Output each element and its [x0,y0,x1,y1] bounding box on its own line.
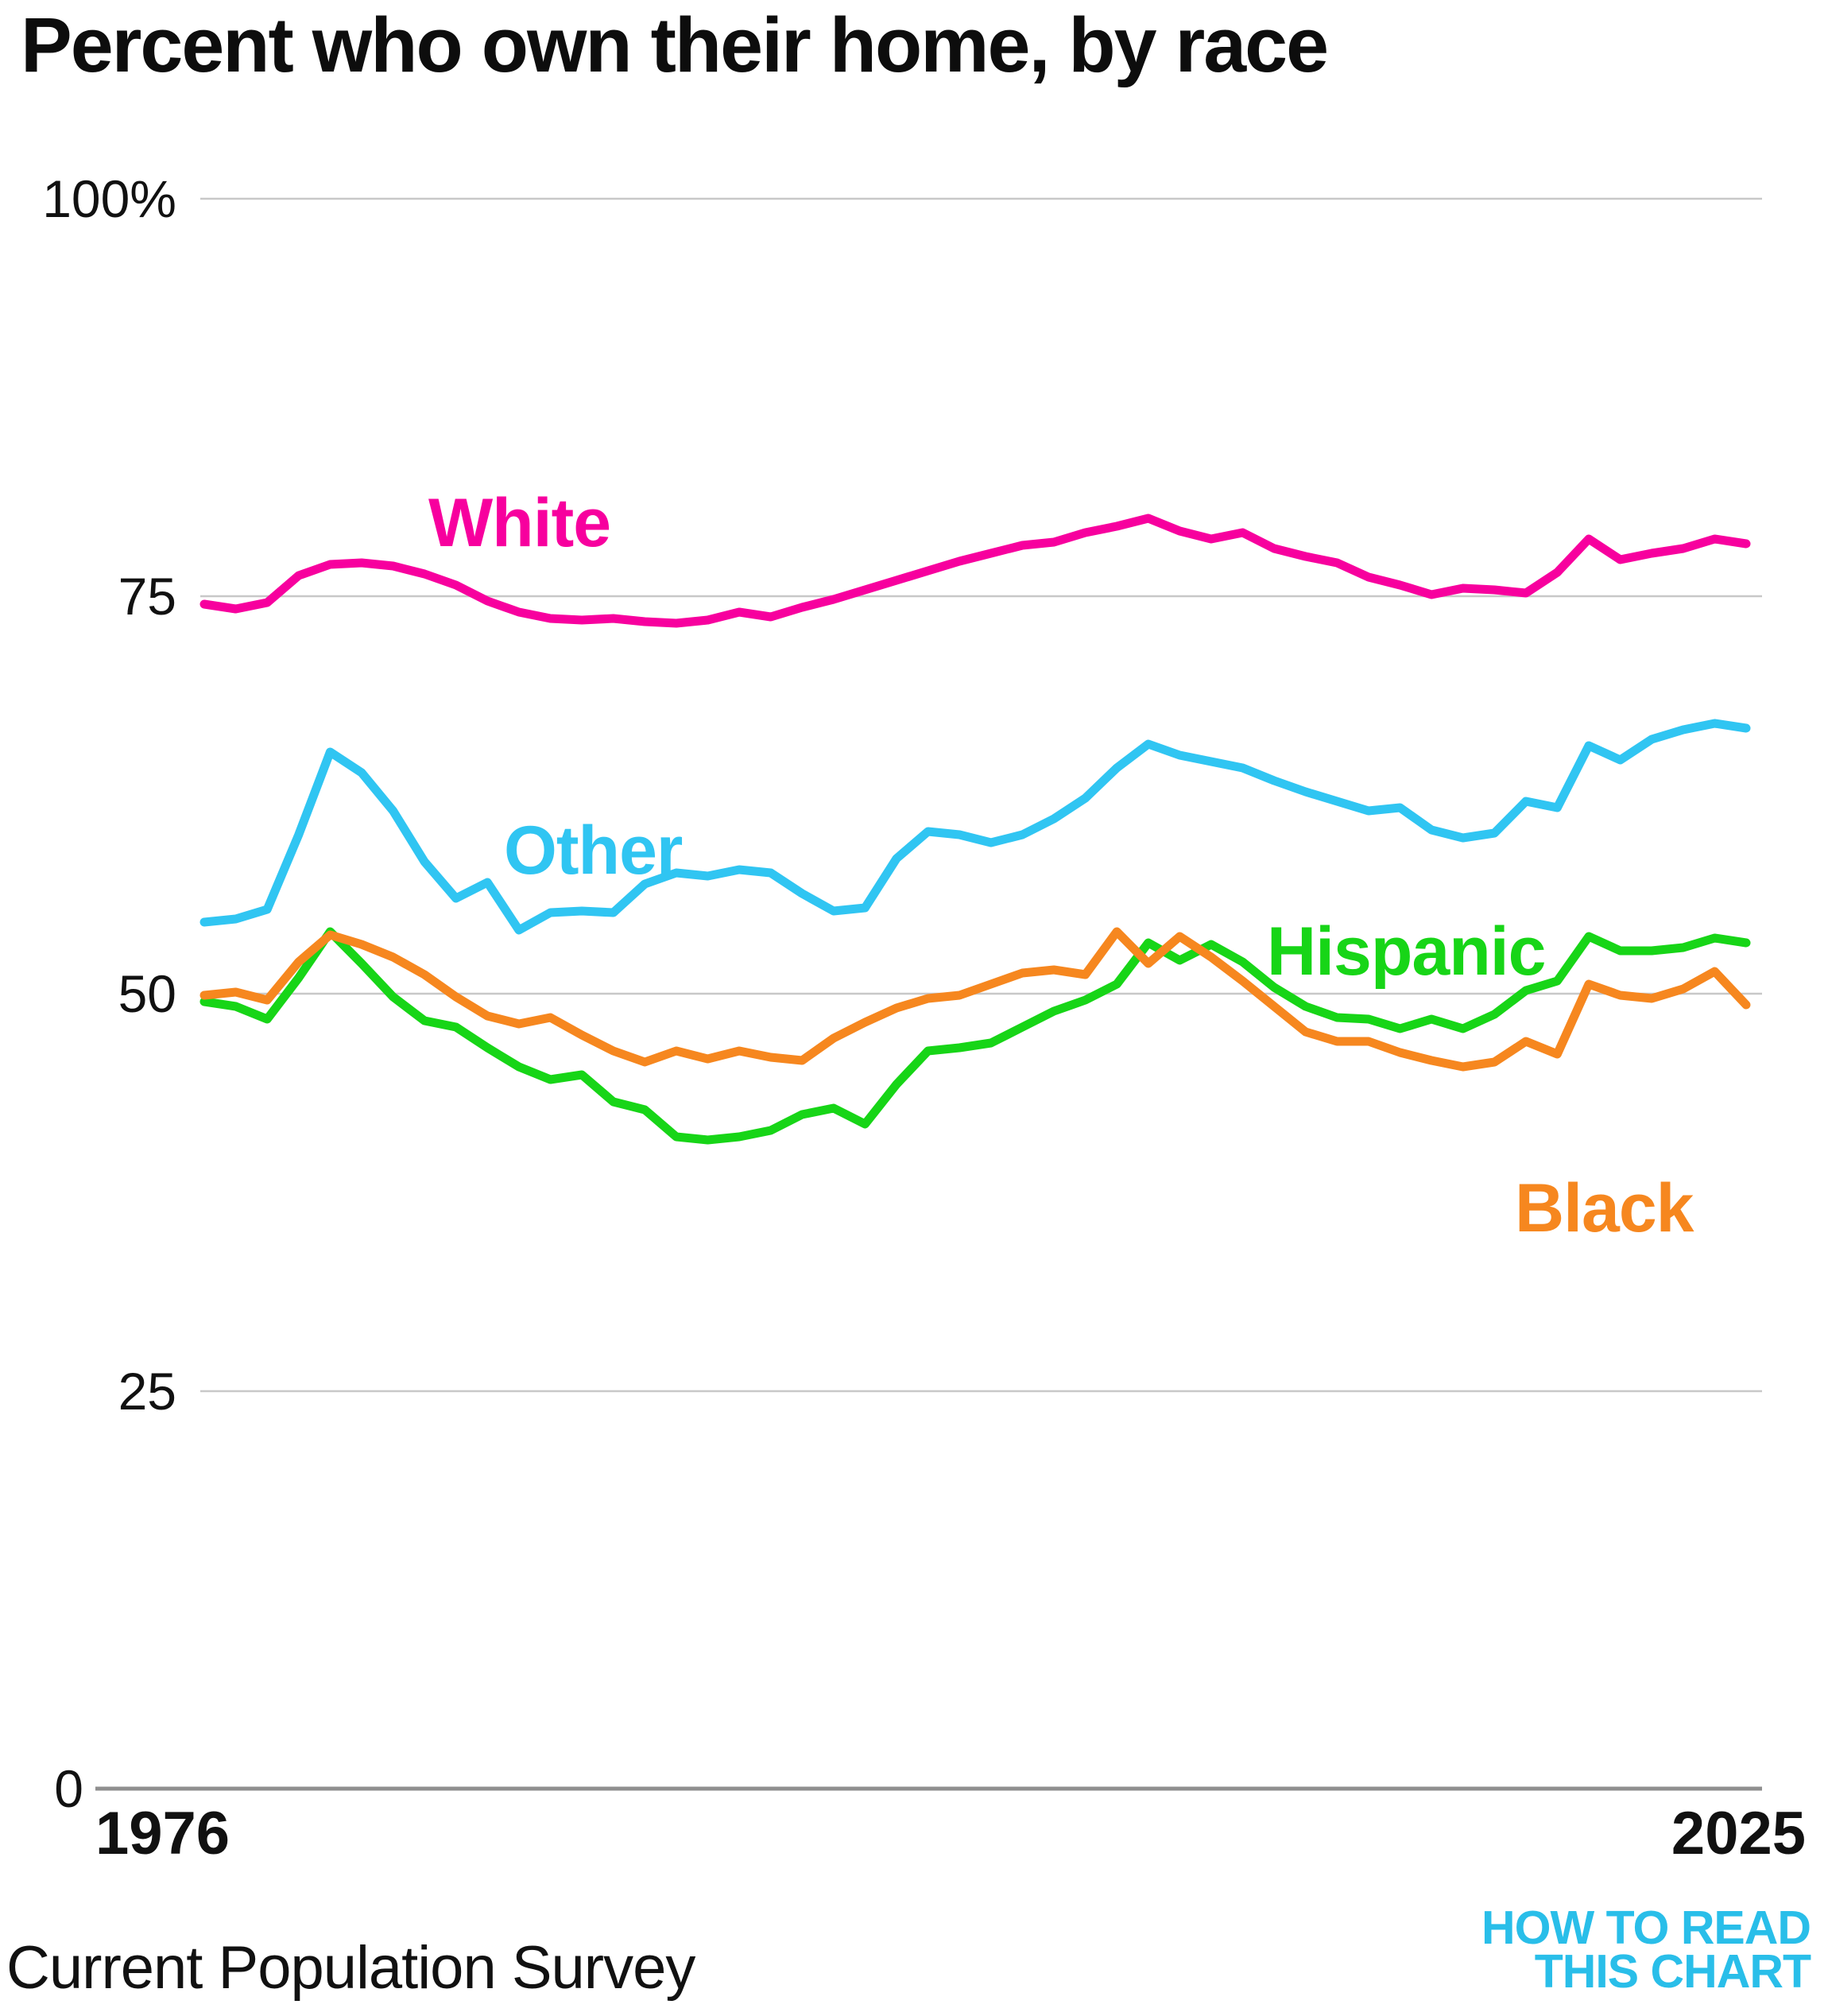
y-tick-50: 50 [118,964,176,1023]
series-label-hispanic: Hispanic [1267,913,1545,990]
y-tick-75: 75 [118,567,176,626]
chart-title-bold: by race [1068,2,1329,88]
x-tick-last-year: 2025 [1671,1800,1806,1867]
logo-line-1: HOW TO READ [1481,1902,1811,1954]
source-note: Current Population Survey [6,1934,695,2002]
how-to-read-this-chart-logo: HOW TO READ THIS CHART [1481,1902,1811,1998]
y-tick-0: 0 [54,1759,83,1818]
series-label-white: White [428,485,610,561]
y-tick-100: 100% [42,169,176,228]
series-label-other: Other [504,812,683,889]
chart-title-regular: Percent who own their home, [21,2,1069,88]
chart-title: Percent who own their home, by race [21,5,1769,86]
line-other [199,719,1751,935]
line-hispanic [199,927,1751,1145]
y-tick-25: 25 [118,1362,176,1421]
line-black [199,927,1751,1072]
series-label-black: Black [1515,1170,1694,1246]
line-white [199,514,1751,628]
logo-line-2: THIS CHART [1534,1944,1811,1998]
x-tick-first-year: 1976 [95,1800,230,1867]
